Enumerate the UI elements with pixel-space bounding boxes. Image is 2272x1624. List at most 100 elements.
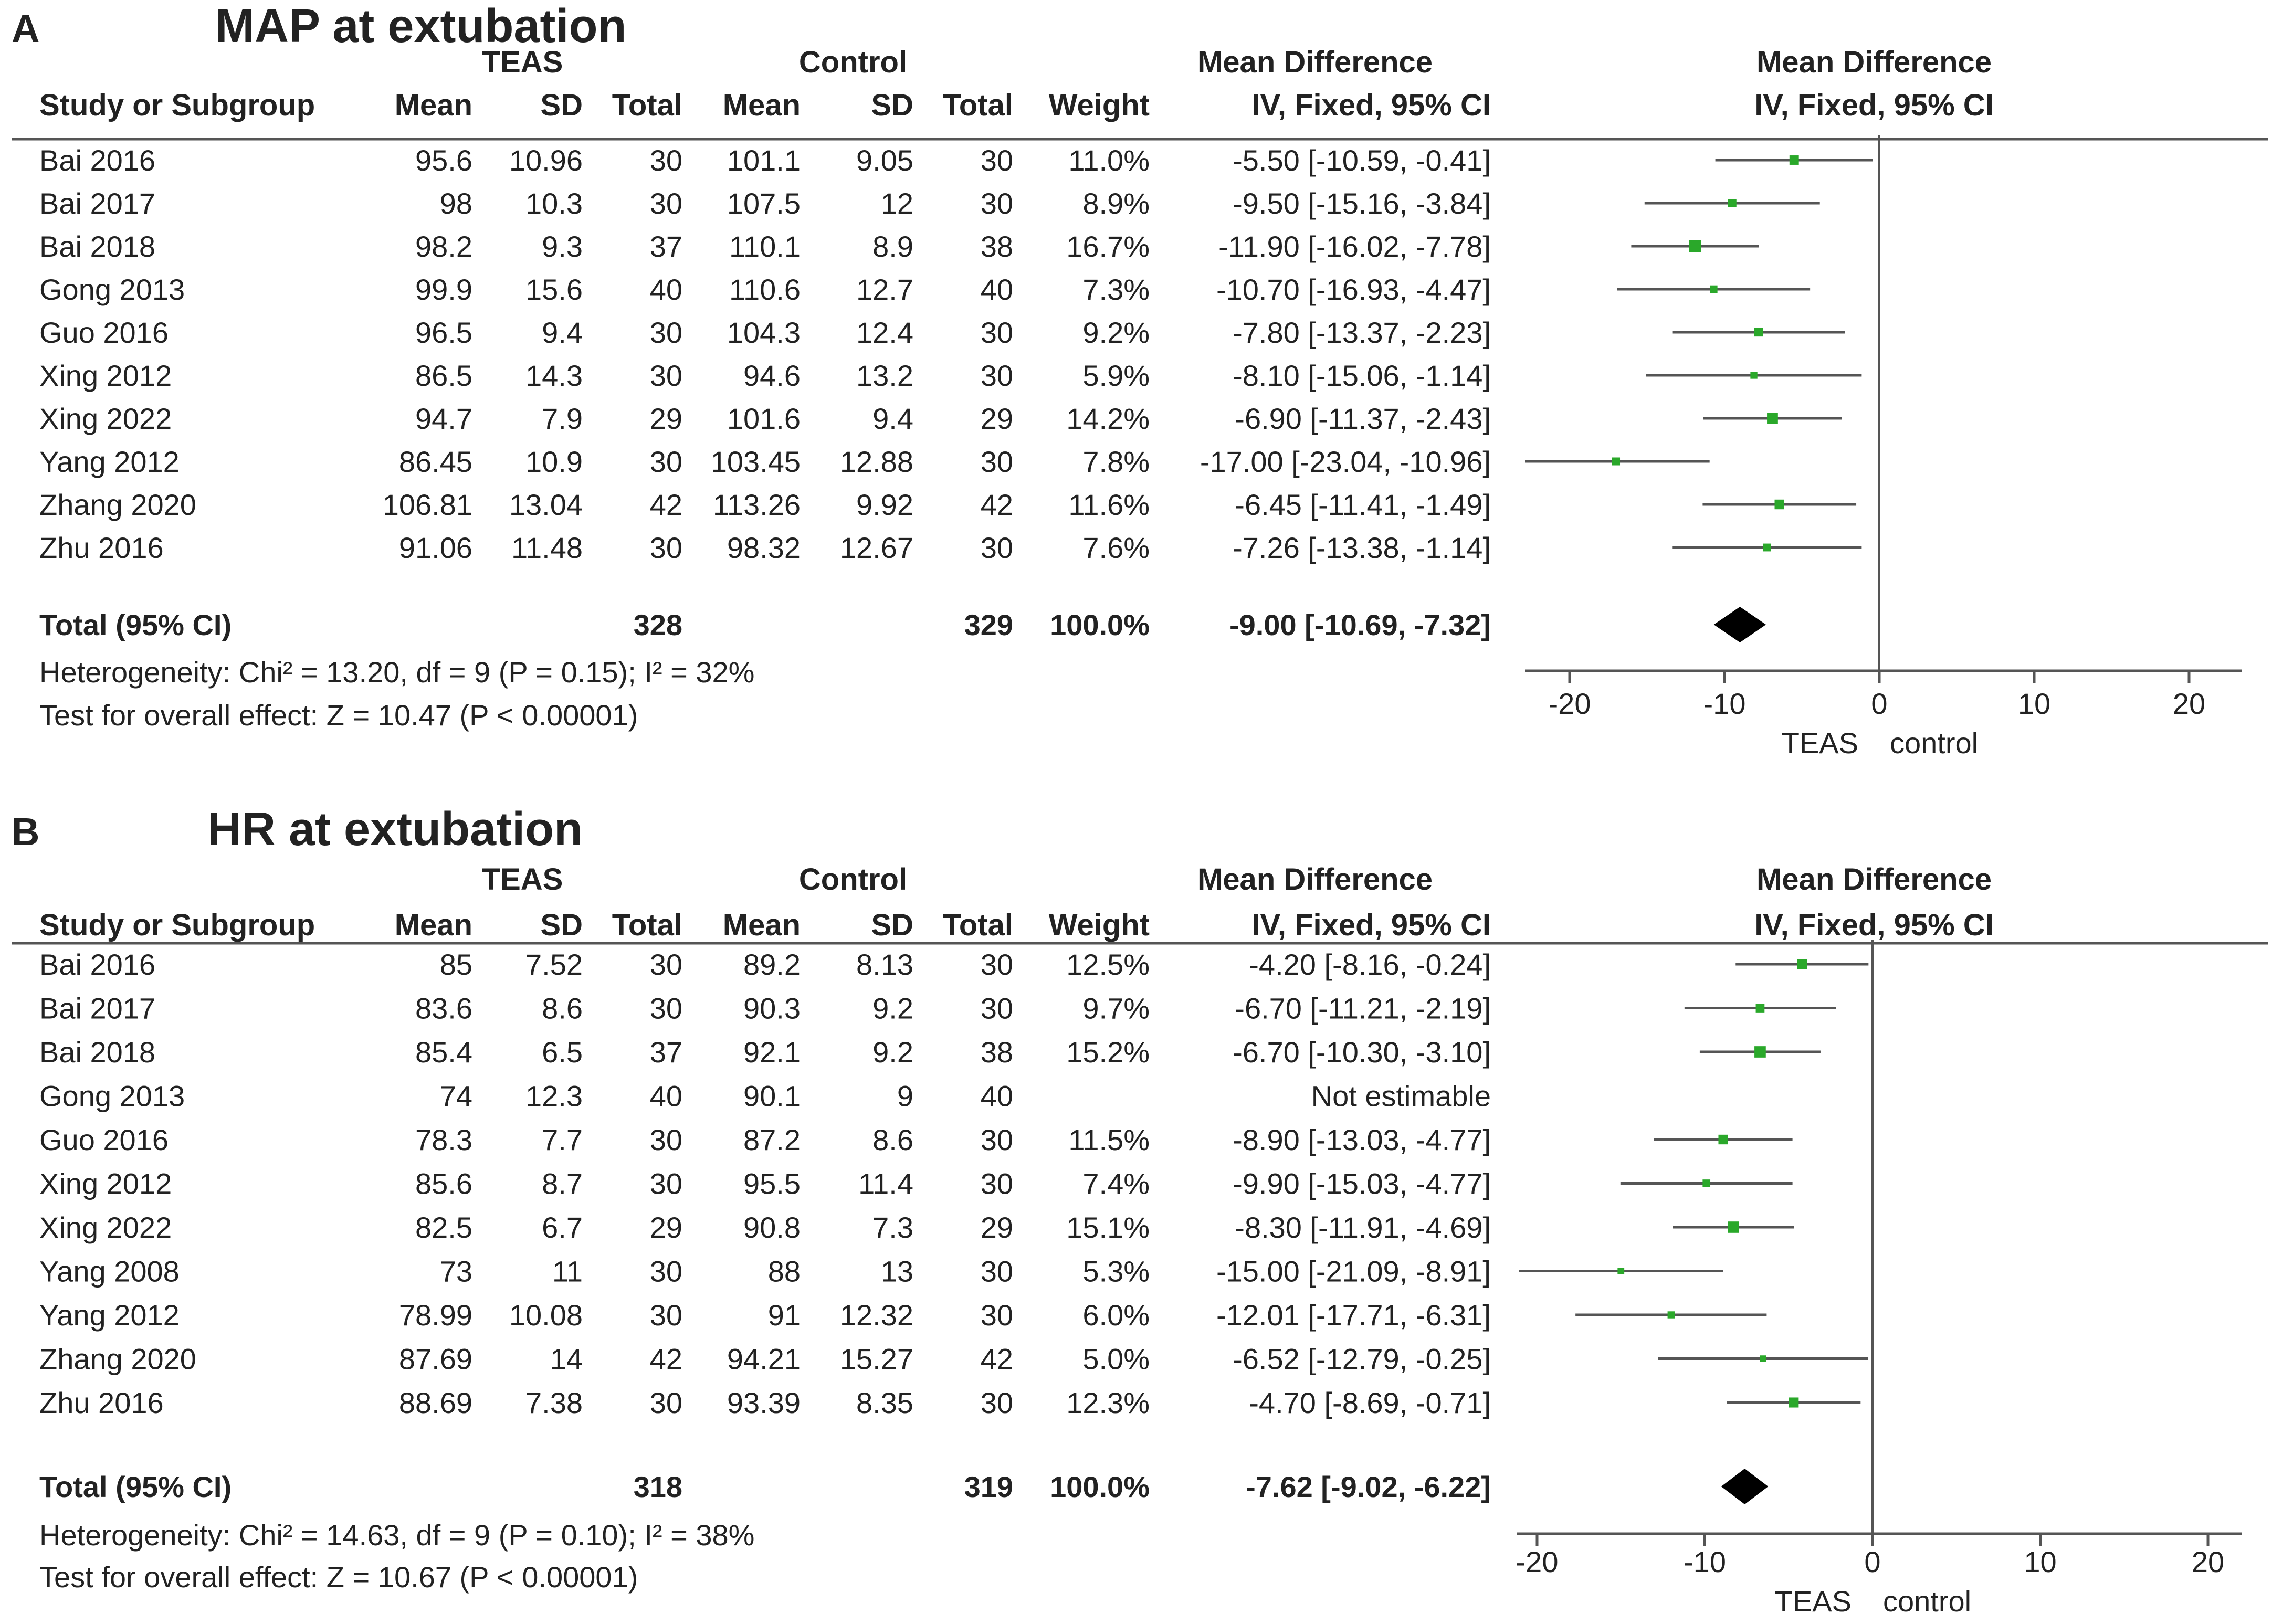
teas-mean: 86.5: [415, 359, 472, 392]
control-mean: 103.45: [711, 445, 801, 478]
control-sd: 12.88: [840, 445, 913, 478]
point-estimate: [1789, 155, 1799, 165]
heterogeneity-text: Heterogeneity: Chi² = 14.63, df = 9 (P =…: [39, 1518, 754, 1552]
study-weight: 9.7%: [1082, 992, 1150, 1025]
point-estimate: [1667, 1311, 1675, 1319]
control-total: 30: [981, 992, 1013, 1025]
teas-total: 37: [650, 1036, 682, 1069]
study-ci: -6.70 [-11.21, -2.19]: [1235, 992, 1491, 1025]
header-c-mean: Mean: [723, 88, 801, 122]
study-row: Zhu 2016 88.69 7.38 30 93.39 8.35 30 12.3% -4.70…: [39, 1386, 1861, 1419]
header-plot-method: IV, Fixed, 95% CI: [1754, 908, 1994, 942]
teas-sd: 6.5: [542, 1036, 583, 1069]
teas-sd: 14.3: [525, 359, 583, 392]
total-row: Total (95% CI) 328 329 100.0% -9.00 [-10.69,…: [39, 607, 1766, 642]
teas-sd: 11.48: [511, 531, 583, 564]
point-estimate: [1689, 240, 1701, 252]
teas-sd: 9.3: [542, 230, 583, 263]
point-estimate: [1754, 1046, 1766, 1058]
header-c-sd: SD: [871, 88, 913, 122]
study-weight: 7.8%: [1082, 445, 1150, 478]
total-teas-n: 328: [634, 608, 682, 641]
teas-sd: 8.7: [542, 1167, 583, 1200]
study-weight: 12.5%: [1066, 948, 1150, 981]
teas-sd: 9.4: [542, 316, 583, 349]
study-row: Bai 2018 98.2 9.3 37 110.1 8.9 38 16.7% -11.90 […: [39, 230, 1759, 263]
study-weight: 15.1%: [1066, 1211, 1150, 1244]
point-estimate: [1797, 959, 1807, 969]
control-total: 38: [981, 230, 1013, 263]
study-name: Bai 2017: [39, 187, 155, 220]
study-ci: -17.00 [-23.04, -10.96]: [1200, 445, 1491, 478]
control-sd: 9.2: [872, 1036, 913, 1069]
study-row: Xing 2022 82.5 6.7 29 90.8 7.3 29 15.1% -8.30 [-…: [39, 1211, 1794, 1244]
header-group2: Control: [799, 862, 907, 897]
control-mean: 90.3: [743, 992, 801, 1025]
header-study: Study or Subgroup: [39, 908, 315, 942]
header-method: IV, Fixed, 95% CI: [1251, 88, 1491, 122]
teas-sd: 14: [550, 1343, 583, 1376]
study-ci: -7.26 [-13.38, -1.14]: [1233, 531, 1491, 564]
study-row: Gong 2013 99.9 15.6 40 110.6 12.7 40 7.3% -10.70…: [39, 273, 1811, 306]
teas-total: 29: [650, 1211, 682, 1244]
header-plot-method: IV, Fixed, 95% CI: [1754, 88, 1994, 122]
teas-sd: 10.9: [525, 445, 583, 478]
study-weight: 12.3%: [1066, 1386, 1150, 1419]
study-row: Guo 2016 96.5 9.4 30 104.3 12.4 30 9.2% -7.80 [-…: [39, 316, 1845, 349]
total-control-n: 329: [964, 608, 1013, 641]
teas-total: 40: [650, 1080, 682, 1113]
study-row: Guo 2016 78.3 7.7 30 87.2 8.6 30 11.5% -8.90 [-1…: [39, 1123, 1793, 1156]
control-sd: 13.2: [856, 359, 913, 392]
teas-sd: 6.7: [542, 1211, 583, 1244]
study-weight: 11.0%: [1068, 144, 1150, 177]
teas-sd: 7.38: [525, 1386, 583, 1419]
study-name: Bai 2018: [39, 1036, 155, 1069]
x-tick-label: -10: [1684, 1545, 1726, 1578]
control-sd: 13: [881, 1255, 913, 1288]
teas-mean: 78.3: [415, 1123, 472, 1156]
teas-sd: 12.3: [525, 1080, 583, 1113]
header-effect: Mean Difference: [1197, 45, 1433, 79]
study-weight: 6.0%: [1082, 1299, 1150, 1332]
control-sd: 8.35: [856, 1386, 913, 1419]
study-name: Xing 2022: [39, 1211, 172, 1244]
control-mean: 107.5: [727, 187, 801, 220]
total-label: Total (95% CI): [39, 608, 232, 641]
teas-mean: 85: [440, 948, 472, 981]
pooled-diamond: [1713, 607, 1766, 642]
teas-total: 30: [650, 992, 682, 1025]
control-mean: 113.26: [713, 488, 801, 521]
favours-left-label: TEAS: [1775, 1585, 1852, 1618]
control-sd: 7.3: [872, 1211, 913, 1244]
study-weight: 5.9%: [1082, 359, 1150, 392]
teas-sd: 10.3: [525, 187, 583, 220]
x-tick-label: -10: [1703, 687, 1746, 720]
study-row: Yang 2008 73 11 30 88 13 30 5.3% -15.00 [-21.09,…: [39, 1255, 1723, 1288]
control-mean: 91: [768, 1299, 801, 1332]
header-t-mean: Mean: [395, 908, 472, 942]
favours-left-label: TEAS: [1782, 726, 1858, 760]
control-total: 30: [981, 1255, 1013, 1288]
header-c-sd: SD: [871, 908, 913, 942]
study-weight: 14.2%: [1066, 402, 1150, 435]
study-name: Zhang 2020: [39, 488, 196, 521]
teas-total: 40: [650, 273, 682, 306]
study-ci: -8.10 [-15.06, -1.14]: [1233, 359, 1491, 392]
header-method: IV, Fixed, 95% CI: [1251, 908, 1491, 942]
total-weight: 100.0%: [1050, 608, 1150, 641]
control-sd: 9: [897, 1080, 913, 1113]
control-sd: 12.4: [856, 316, 913, 349]
study-ci: Not estimable: [1311, 1080, 1491, 1113]
teas-total: 30: [650, 359, 682, 392]
study-ci: -4.20 [-8.16, -0.24]: [1249, 948, 1491, 981]
point-estimate: [1774, 499, 1784, 510]
control-total: 40: [981, 273, 1013, 306]
teas-mean: 82.5: [415, 1211, 472, 1244]
teas-mean: 96.5: [415, 316, 472, 349]
x-tick-label: 0: [1864, 1545, 1880, 1578]
control-mean: 89.2: [743, 948, 801, 981]
point-estimate: [1750, 372, 1758, 379]
study-row: Bai 2017 83.6 8.6 30 90.3 9.2 30 9.7% -6.70 [-11…: [39, 992, 1836, 1025]
